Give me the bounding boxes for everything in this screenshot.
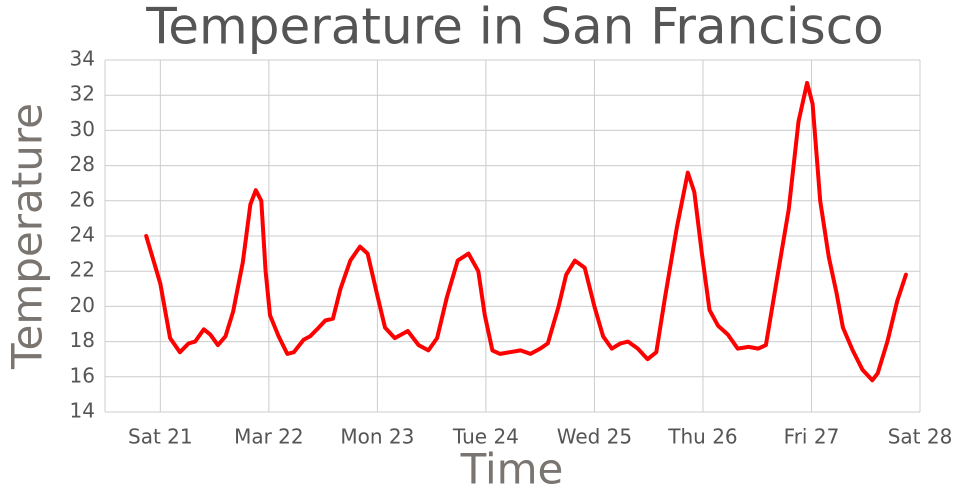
y-tick-label: 18 (70, 328, 95, 352)
x-tick-label: Thu 26 (667, 425, 737, 449)
chart-title: Temperature in San Francisco (145, 0, 884, 56)
y-tick-label: 14 (70, 399, 95, 423)
x-tick-label: Mar 22 (234, 425, 304, 449)
y-tick-label: 32 (70, 82, 95, 106)
y-tick-label: 22 (70, 258, 95, 282)
x-tick-label: Mon 23 (340, 425, 414, 449)
y-tick-label: 26 (70, 187, 95, 211)
y-tick-label: 30 (70, 117, 95, 141)
x-tick-label: Wed 25 (557, 425, 632, 449)
x-tick-label: Sat 28 (888, 425, 953, 449)
y-tick-label: 16 (70, 363, 95, 387)
y-tick-label: 28 (70, 152, 95, 176)
y-tick-label: 20 (70, 293, 95, 317)
y-tick-label: 34 (70, 47, 95, 71)
x-tick-label: Tue 24 (452, 425, 519, 449)
x-tick-label: Fri 27 (784, 425, 840, 449)
temperature-line (144, 80, 908, 383)
y-tick-label: 24 (70, 223, 95, 247)
x-axis-title: Time (460, 445, 564, 494)
x-tick-label: Sat 21 (128, 425, 193, 449)
y-axis-title: Temperature (3, 103, 52, 370)
